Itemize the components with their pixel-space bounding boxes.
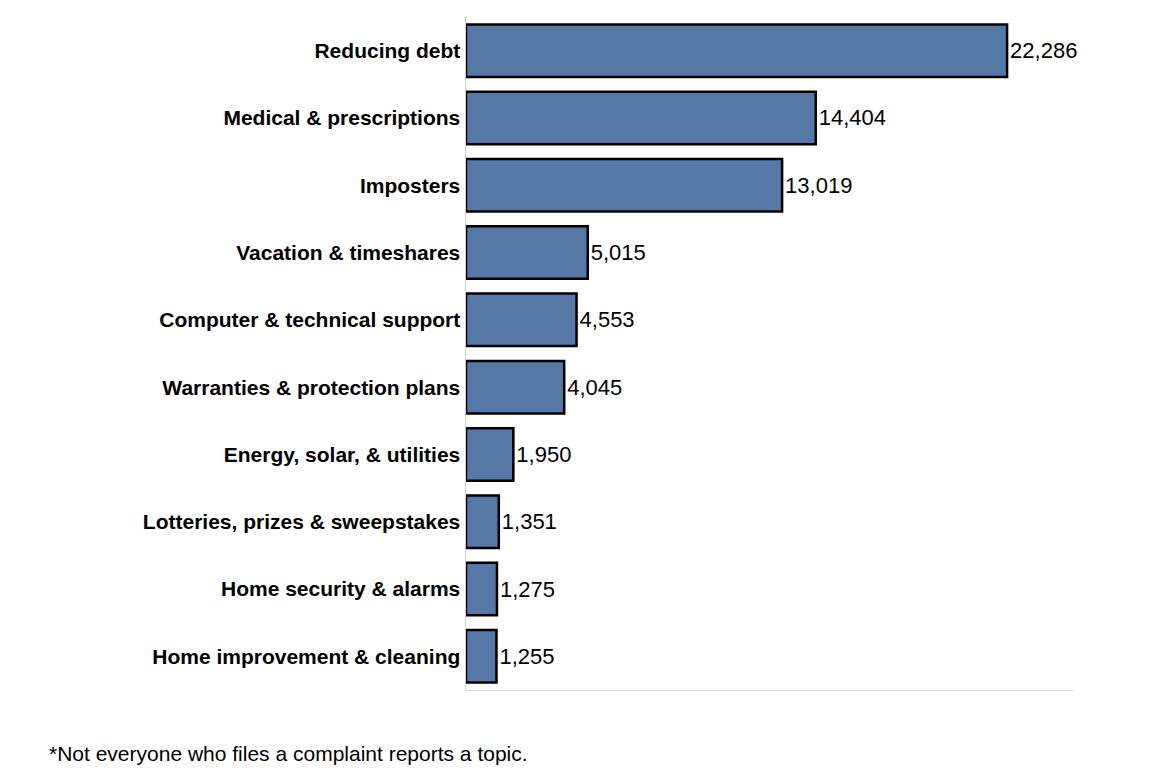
- svg-text:13,019: 13,019: [785, 173, 852, 198]
- svg-text:Warranties & protection plans: Warranties & protection plans: [162, 376, 460, 399]
- svg-text:14,404: 14,404: [819, 105, 886, 130]
- svg-text:Medical & prescriptions: Medical & prescriptions: [223, 106, 460, 129]
- svg-text:Reducing debt: Reducing debt: [314, 39, 460, 62]
- svg-text:Imposters: Imposters: [360, 174, 460, 197]
- svg-text:Energy, solar, & utilities: Energy, solar, & utilities: [224, 443, 461, 466]
- svg-text:4,045: 4,045: [567, 375, 622, 400]
- svg-text:1,255: 1,255: [499, 644, 554, 669]
- svg-text:*Not everyone who files a comp: *Not everyone who files a complaint repo…: [49, 742, 528, 765]
- svg-text:Home security & alarms: Home security & alarms: [221, 577, 460, 600]
- svg-text:Lotteries, prizes & sweepstake: Lotteries, prizes & sweepstakes: [143, 510, 460, 533]
- svg-text:Vacation & timeshares: Vacation & timeshares: [236, 241, 460, 264]
- svg-text:22,286: 22,286: [1010, 38, 1077, 63]
- svg-text:4,553: 4,553: [580, 307, 635, 332]
- svg-text:1,950: 1,950: [516, 442, 571, 467]
- svg-text:5,015: 5,015: [591, 240, 646, 265]
- svg-text:Home improvement & cleaning: Home improvement & cleaning: [152, 645, 460, 668]
- svg-text:1,351: 1,351: [502, 509, 557, 534]
- svg-text:1,275: 1,275: [500, 577, 555, 602]
- svg-text:Computer & technical support: Computer & technical support: [159, 308, 460, 331]
